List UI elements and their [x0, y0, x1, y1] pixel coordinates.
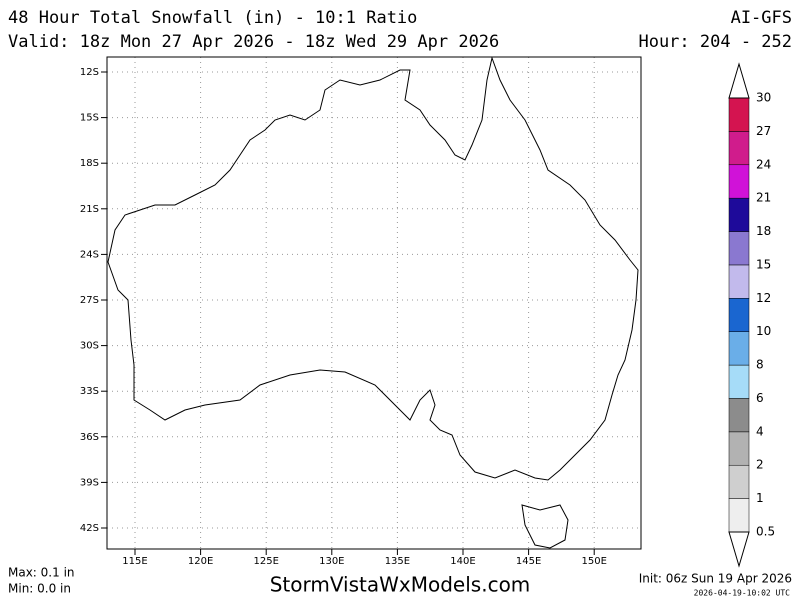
legend-label: 24: [756, 157, 771, 171]
legend-label: 21: [756, 191, 771, 205]
legend-label: 2: [756, 458, 764, 472]
lon-label: 120E: [188, 556, 213, 567]
lon-label: 135E: [385, 556, 410, 567]
legend-swatch: [728, 97, 750, 132]
lat-label: 21S: [80, 204, 99, 215]
lon-label: 150E: [581, 556, 606, 567]
legend-label: 12: [756, 291, 771, 305]
lat-label: 27S: [80, 295, 99, 306]
legend-label: 10: [756, 324, 771, 338]
init-time: Init: 06z Sun 19 Apr 2026: [639, 572, 792, 586]
min-value: Min: 0.0 in: [8, 582, 71, 596]
lat-label: 30S: [80, 341, 99, 352]
lat-label: 33S: [80, 386, 99, 397]
legend-label: 8: [756, 358, 764, 372]
map-frame: [106, 56, 642, 550]
legend-arrow: [728, 62, 750, 99]
legend-label: 15: [756, 257, 771, 271]
max-value: Max: 0.1 in: [8, 566, 75, 580]
legend-swatch: [728, 398, 750, 433]
legend-swatch: [728, 464, 750, 499]
lat-label: 18S: [80, 158, 99, 169]
site-name: StormVistaWxModels.com: [270, 573, 531, 597]
coastline: [107, 56, 639, 549]
legend-label: 18: [756, 224, 771, 238]
lat-label: 15S: [80, 113, 99, 124]
lon-label: 140E: [450, 556, 475, 567]
lat-label: 39S: [80, 477, 99, 488]
lon-label: 130E: [319, 556, 344, 567]
lat-label: 24S: [80, 249, 99, 260]
forecast-hours: Hour: 204 - 252: [638, 32, 792, 52]
legend-label: 1: [756, 491, 764, 505]
legend-swatch: [728, 197, 750, 232]
lat-label: 42S: [80, 523, 99, 534]
timestamp: 2026-04-19-10:02 UTC: [694, 589, 791, 598]
valid-period: Valid: 18z Mon 27 Apr 2026 - 18z Wed 29 …: [8, 32, 499, 52]
lat-label: 36S: [80, 432, 99, 443]
lon-label: 125E: [253, 556, 278, 567]
legend-label: 0.5: [756, 525, 775, 539]
legend-swatch: [728, 431, 750, 466]
model-name: AI-GFS: [731, 8, 792, 28]
legend-swatch: [728, 498, 750, 533]
legend-label: 4: [756, 424, 764, 438]
legend-label: 6: [756, 391, 764, 405]
legend-swatch: [728, 131, 750, 166]
legend-label: 30: [756, 91, 771, 105]
graticule: 12S 15S 18S 21S 24S 27S 30S 33S 36S 39S 42S 115E 120…: [80, 57, 641, 567]
lon-label: 115E: [122, 556, 147, 567]
legend-swatch: [728, 364, 750, 399]
map-title: 48 Hour Total Snowfall (in) - 10:1 Ratio: [8, 8, 417, 28]
lat-label: 12S: [80, 67, 99, 78]
legend-swatch: [728, 164, 750, 199]
legend-swatch: [728, 331, 750, 366]
legend-swatch: [728, 264, 750, 299]
legend-label: 27: [756, 124, 771, 138]
lon-label: 145E: [516, 556, 541, 567]
legend-swatch: [728, 298, 750, 332]
legend-arrow: [728, 531, 750, 568]
legend-swatch: [728, 231, 750, 266]
